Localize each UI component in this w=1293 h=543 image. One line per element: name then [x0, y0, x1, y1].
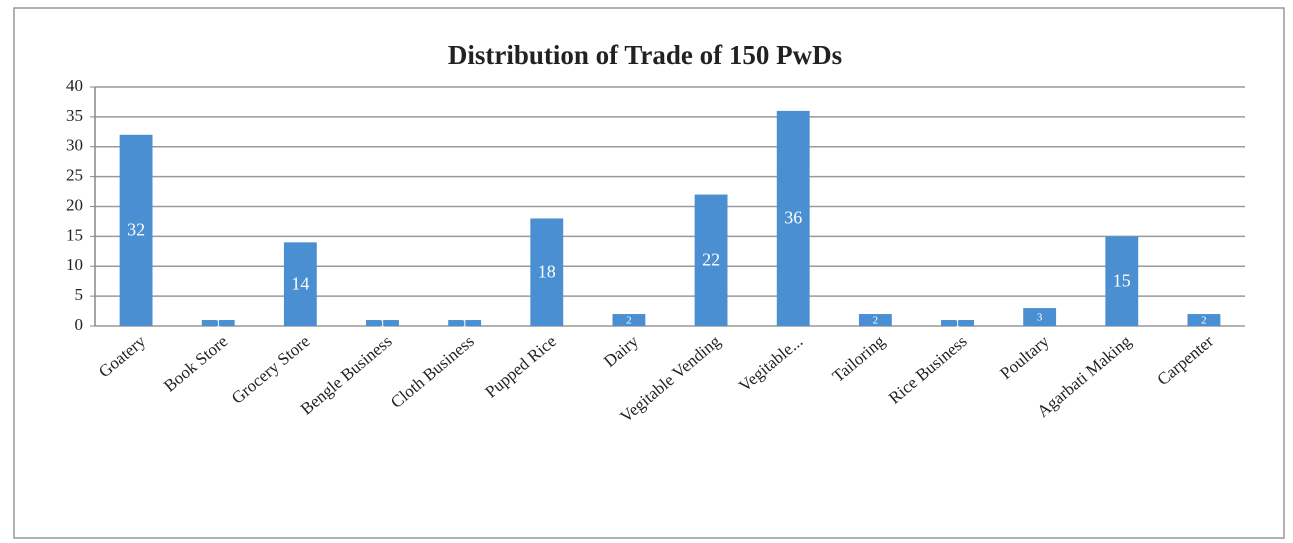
data-label: 1: [215, 318, 221, 330]
y-tick-label: 20: [66, 195, 83, 214]
bar: [694, 194, 728, 326]
bar: [612, 314, 646, 326]
bar: [1187, 314, 1221, 326]
chart-frame: [13, 7, 1285, 539]
data-label: 14: [291, 273, 309, 293]
bar: [283, 242, 317, 326]
bar: [366, 320, 399, 326]
data-label: 3: [1037, 312, 1043, 324]
data-label: 18: [538, 261, 556, 281]
y-tick-label: 35: [66, 106, 83, 125]
y-tick-label: 30: [66, 136, 83, 155]
data-label: 2: [1201, 315, 1207, 327]
chart-title: Distribution of Trade of 150 PwDs: [448, 40, 842, 70]
data-label: 1: [380, 318, 386, 330]
bar: [119, 134, 153, 326]
data-label: 36: [784, 208, 802, 228]
y-tick-label: 25: [66, 166, 83, 185]
bar: [1105, 236, 1139, 326]
bar: [530, 218, 564, 326]
bar: [201, 320, 235, 326]
data-label: 1: [462, 318, 468, 330]
data-label: 22: [702, 249, 720, 269]
data-label: 15: [1113, 270, 1131, 290]
bar: [941, 320, 974, 326]
data-label: 1: [955, 318, 961, 330]
data-label: 2: [873, 315, 879, 327]
y-tick-label: 5: [75, 285, 84, 304]
bar: [858, 314, 892, 326]
data-label: 32: [127, 220, 145, 240]
y-tick-label: 0: [75, 315, 84, 334]
y-tick-label: 40: [66, 76, 83, 95]
data-label: 2: [626, 315, 632, 327]
bar: [448, 320, 482, 326]
bar: [776, 110, 810, 327]
y-tick-label: 10: [66, 255, 83, 274]
y-tick-label: 15: [66, 225, 83, 244]
bar: [1023, 308, 1057, 326]
